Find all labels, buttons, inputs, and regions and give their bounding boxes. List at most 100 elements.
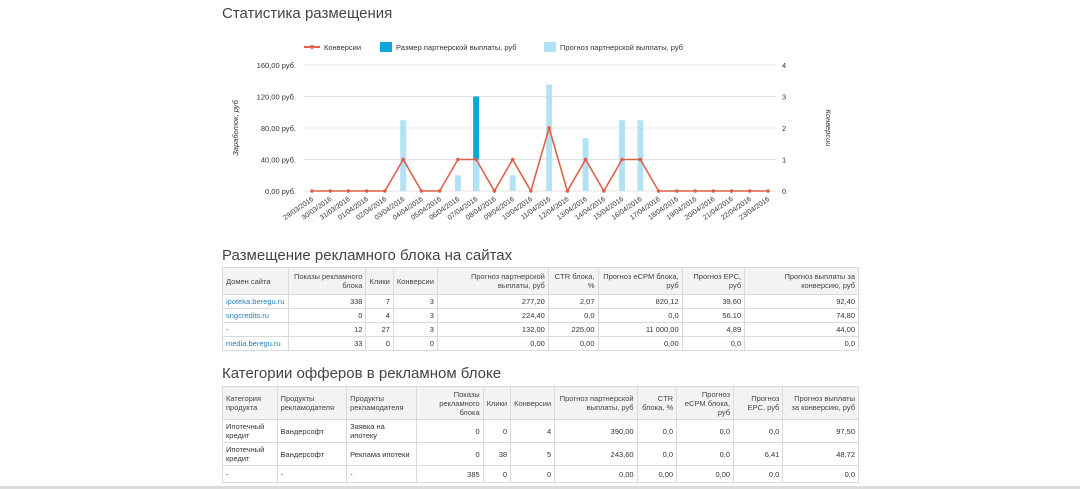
conversions-point: [620, 157, 624, 162]
col-header-epc[interactable]: Прогноз EPC, руб: [681, 267, 746, 295]
cell-clicks: 27: [365, 322, 394, 337]
cell-payout-per-conversion: 0,0: [744, 336, 859, 351]
cell-impressions: 33: [287, 336, 367, 351]
table-row: - - - 385 0 0 0,00 0,00 0,00 0,0 0,0: [222, 465, 859, 483]
legend-swatch: [380, 42, 392, 52]
col-header-clicks[interactable]: Клики: [482, 386, 512, 420]
conversions-point: [602, 189, 606, 193]
placement-chart: Конверсии Размер партнерской выплаты, руб…: [231, 42, 833, 222]
col-header-impressions[interactable]: Показы рекламного блока: [287, 267, 367, 295]
col-header-conversions[interactable]: Конверсии: [392, 267, 438, 295]
conversions-point: [711, 189, 716, 193]
site-domain-link[interactable]: media.beregu.ru: [222, 336, 289, 351]
y-left-tick-label: 160,00 руб.: [257, 61, 296, 70]
col-header-forecast-payout[interactable]: Прогноз партнерской выплаты, руб: [554, 386, 638, 420]
bar: [546, 84, 553, 191]
site-link[interactable]: ipoteka.beregu.ru: [226, 297, 285, 306]
col-header-ctr[interactable]: CTR блока, %: [636, 386, 678, 420]
cell-impressions: 338: [287, 294, 367, 309]
col-header-ecpm[interactable]: Прогноз eCPM блока, руб: [676, 386, 735, 420]
cell-forecast-payout: 0,00: [436, 336, 549, 351]
cell-conversions: 0: [510, 465, 556, 483]
site-domain-link[interactable]: sngcredits.ru: [222, 308, 289, 323]
col-header-ctr[interactable]: CTR блока, %: [547, 267, 599, 295]
col-header-domain[interactable]: Домен сайта: [222, 267, 289, 295]
col-header-advertiser-products[interactable]: Продукты рекламодателя: [276, 386, 348, 420]
col-header-category[interactable]: Категория продукта: [222, 386, 278, 420]
conversions-point: [638, 157, 643, 162]
cell-product: -: [346, 465, 417, 483]
site-link[interactable]: sngcredits.ru: [226, 311, 269, 320]
cell-product: Реклама ипотеки: [346, 442, 417, 466]
bar: [637, 120, 644, 191]
col-header-payout-per-conversion[interactable]: Прогноз выплаты за конверсию, руб: [782, 386, 859, 420]
col-header-clicks[interactable]: Клики: [365, 267, 394, 295]
legend-swatch: [544, 42, 556, 52]
table-row: - 12 27 3 132,00 225,00 11 000,00 4,89 4…: [222, 322, 859, 337]
cell-domain: -: [222, 322, 289, 337]
cell-ctr: 0,00: [636, 465, 678, 483]
legend-label: Прогноз партнерской выплаты, руб: [560, 43, 683, 52]
cell-ctr: 2,07: [547, 294, 599, 309]
cell-ecpm: 0,00: [597, 336, 683, 351]
col-header-impressions[interactable]: Показы рекламного блока: [415, 386, 484, 420]
cell-impressions: 385: [415, 465, 484, 483]
cell-conversions: 3: [392, 308, 438, 323]
cell-epc: 39,60: [681, 294, 746, 309]
y-left-tick-label: 0,00 руб.: [265, 187, 296, 196]
y-left-tick-label: 80,00 руб.: [261, 124, 296, 133]
cell-clicks: 7: [365, 294, 394, 309]
conversions-point: [547, 126, 551, 130]
cell-ctr: 225,00: [547, 322, 599, 337]
col-header-advertiser-products-2[interactable]: Продукты рекламодателя: [346, 386, 417, 420]
bar: [473, 159, 480, 191]
cell-product: Заявка на ипотеку: [346, 419, 417, 443]
col-header-epc[interactable]: Прогноз EPC, руб: [733, 386, 784, 420]
legend-label: Размер партнерской выплаты, руб: [396, 43, 517, 52]
cell-epc: 4,89: [681, 322, 746, 337]
cell-ecpm: 820,12: [597, 294, 683, 309]
section-title-offer-categories: Категории офферов в рекламном блоке: [222, 365, 502, 382]
cell-ctr: 0,00: [547, 336, 599, 351]
bar: [473, 96, 480, 191]
conversions-point: [456, 157, 460, 162]
bar: [454, 175, 461, 191]
cell-category: -: [222, 465, 278, 483]
y-left-tick-label: 120,00 руб.: [257, 93, 296, 102]
cell-clicks: 4: [365, 308, 394, 323]
col-header-conversions[interactable]: Конверсии: [510, 386, 556, 420]
conversions-point: [437, 189, 442, 193]
offer-categories-table: Категория продукта Продукты рекламодател…: [222, 386, 859, 483]
cell-ecpm: 0,0: [676, 419, 735, 443]
cell-forecast-payout: 277,20: [436, 294, 549, 309]
conversions-point: [310, 189, 314, 193]
table-header-row: Домен сайта Показы рекламного блока Клик…: [222, 267, 859, 295]
site-link[interactable]: media.beregu.ru: [226, 339, 281, 348]
cell-ecpm: 0,0: [597, 308, 683, 323]
y-right-axis-title: Конверсии: [824, 110, 833, 148]
col-header-ecpm[interactable]: Прогноз eCPM блока, руб: [597, 267, 683, 295]
conversions-point: [675, 189, 679, 193]
cell-payout-per-conversion: 48,72: [782, 442, 859, 466]
cell-impressions: 0: [287, 308, 367, 323]
col-header-payout-per-conversion[interactable]: Прогноз выплаты за конверсию, руб: [744, 267, 859, 295]
cell-advertiser: -: [276, 465, 348, 483]
site-domain-link[interactable]: ipoteka.beregu.ru: [222, 294, 289, 309]
cell-ctr: 0,0: [636, 419, 678, 443]
y-right-tick-label: 0: [782, 187, 786, 196]
cell-category: Ипотечный кредит: [222, 442, 278, 466]
legend-dot-marker: [310, 45, 314, 49]
cell-clicks: 0: [365, 336, 394, 351]
cell-ctr: 0,0: [636, 442, 678, 466]
cell-epc: 0,0: [681, 336, 746, 351]
conversions-point: [364, 189, 369, 193]
col-header-forecast-payout[interactable]: Прогноз партнерской выплаты, руб: [436, 267, 549, 295]
cell-forecast-payout: 243,60: [554, 442, 638, 466]
cell-ecpm: 0,00: [676, 465, 735, 483]
conversions-point: [693, 189, 697, 193]
conversions-point: [492, 189, 497, 193]
cell-payout-per-conversion: 92,40: [744, 294, 859, 309]
cell-payout-per-conversion: 0,0: [782, 465, 859, 483]
table-row: sngcredits.ru 0 4 3 224,40 0,0 0,0 56,10…: [222, 308, 859, 323]
